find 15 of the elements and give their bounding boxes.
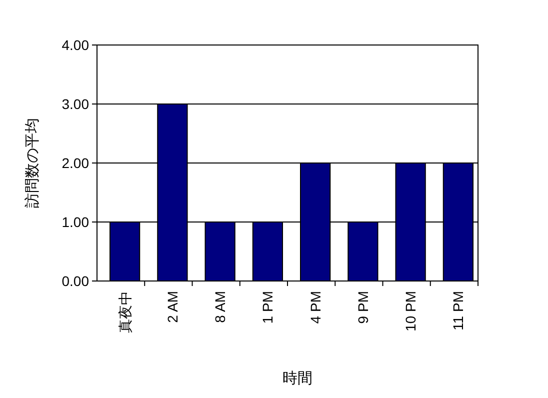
x-tick-label: 2 AM xyxy=(164,291,180,323)
x-tick-label: 真夜中 xyxy=(116,291,133,333)
y-tick-label: 1.00 xyxy=(62,214,90,230)
x-tick-label: 10 PM xyxy=(402,291,419,332)
y-axis-title: 訪問数の平均 xyxy=(24,118,41,208)
x-tick-label: 4 PM xyxy=(307,291,324,324)
x-axis-title: 時間 xyxy=(282,370,312,387)
y-tick-label: 2.00 xyxy=(62,155,90,171)
x-tick-label: 9 PM xyxy=(354,291,371,324)
y-tick-label: 3.00 xyxy=(62,96,90,112)
x-tick-label: 1 PM xyxy=(260,291,276,324)
y-tick-label: 4.00 xyxy=(62,37,90,53)
x-tick-label: 11 PM xyxy=(450,291,466,330)
x-tick-label: 8 AM xyxy=(212,291,228,323)
y-tick-label: 0.00 xyxy=(62,273,90,289)
